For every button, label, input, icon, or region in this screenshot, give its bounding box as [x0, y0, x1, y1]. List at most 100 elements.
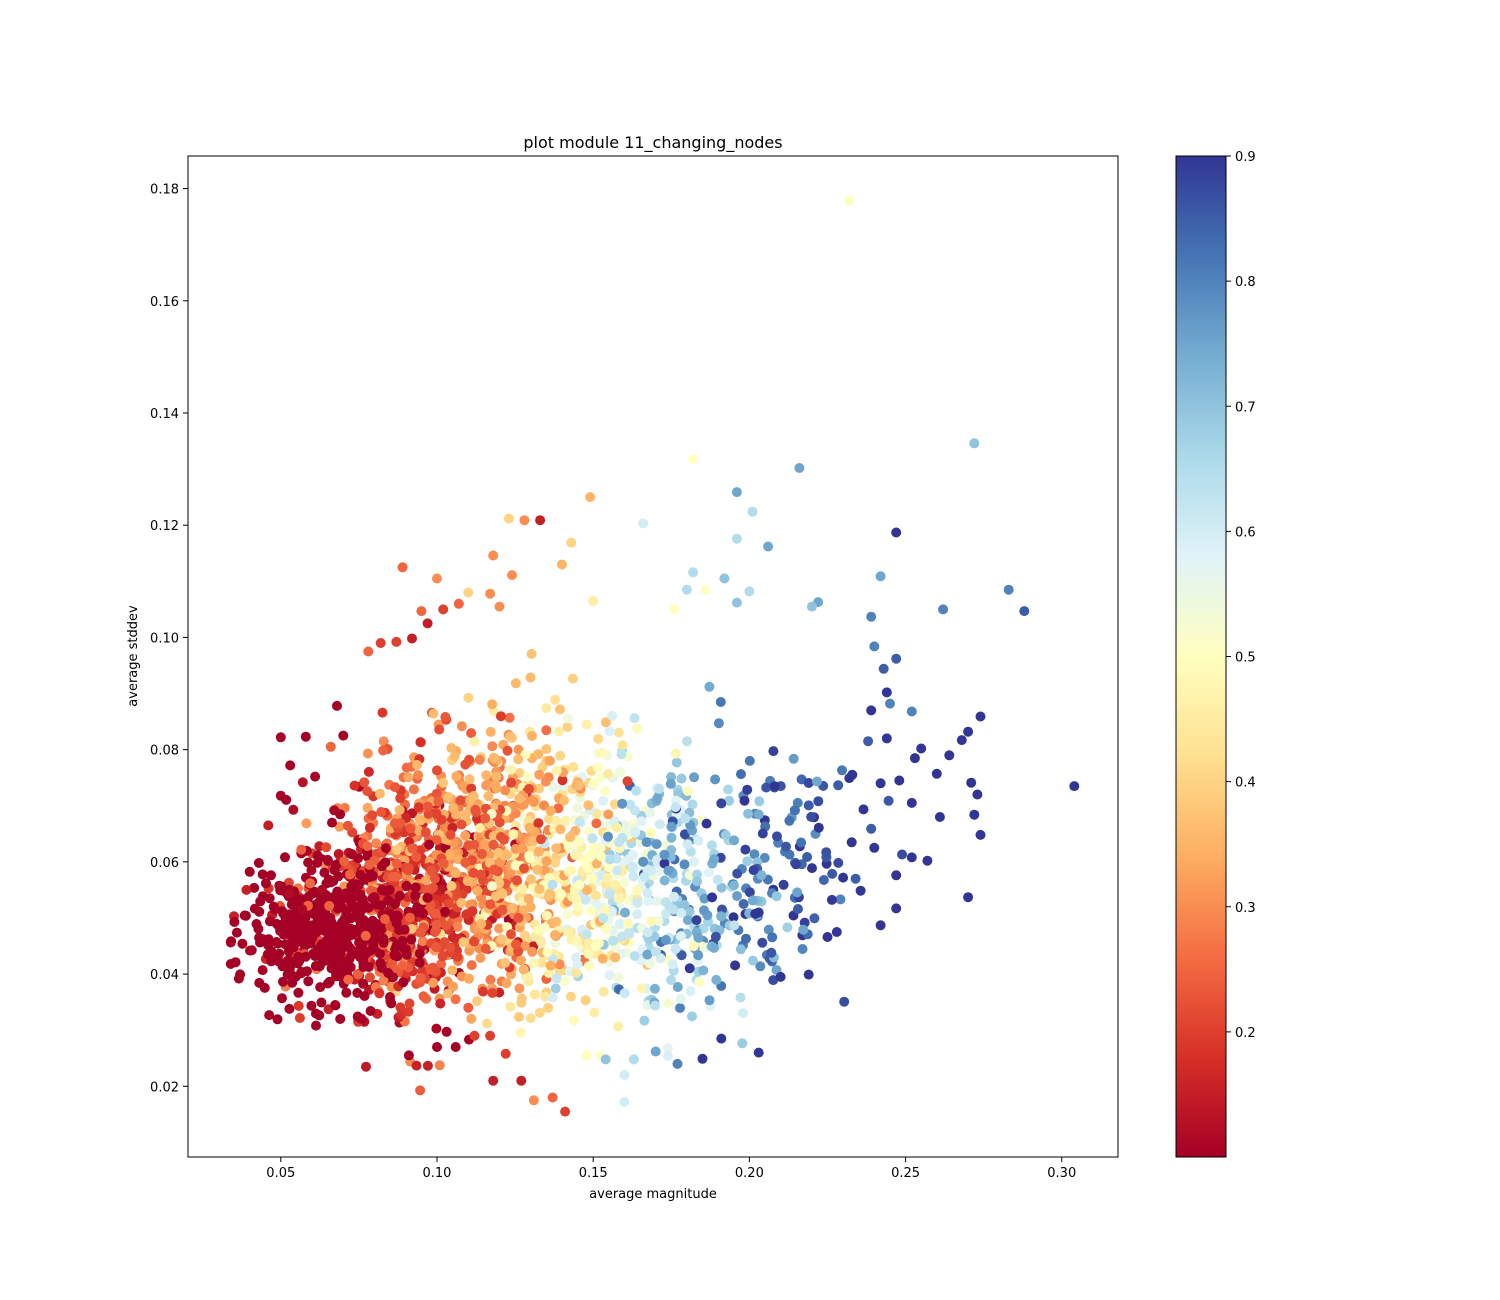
scatter-point — [519, 863, 529, 874]
scatter-point — [415, 737, 426, 748]
scatter-point — [443, 898, 454, 909]
scatter-point — [551, 843, 562, 854]
scatter-point — [813, 822, 824, 833]
scatter-point — [488, 752, 499, 763]
scatter-point — [559, 795, 570, 806]
scatter-point — [602, 872, 613, 883]
scatter-point — [685, 986, 696, 997]
scatter-point — [365, 945, 376, 956]
scatter-point — [869, 641, 880, 652]
scatter-point — [628, 1054, 639, 1065]
scatter-point — [452, 921, 463, 932]
scatter-point — [715, 697, 726, 707]
scatter-point — [581, 719, 592, 730]
scatter-point — [438, 777, 449, 788]
scatter-point — [572, 803, 583, 813]
scatter-point — [580, 894, 591, 905]
scatter-point — [654, 819, 665, 830]
scatter-point — [688, 856, 699, 867]
colorbar-ticks: 0.2 0.3 0.4 0.5 0.6 0.7 0.8 0.9 — [1226, 150, 1256, 1041]
scatter-point — [839, 996, 850, 1007]
scatter-point — [260, 878, 271, 889]
scatter-point — [565, 991, 576, 1002]
scatter-point — [585, 905, 596, 916]
scatter-point — [272, 1014, 283, 1025]
scatter-point — [631, 785, 642, 796]
scatter-point — [739, 795, 750, 806]
scatter-point — [707, 892, 718, 903]
scatter-point — [572, 936, 582, 947]
scatter-point — [391, 636, 402, 647]
x-axis: 0.05 0.10 0.15 0.20 0.25 0.30 — [266, 1157, 1076, 1181]
scatter-point — [788, 753, 799, 764]
scatter-point — [517, 843, 527, 854]
scatter-point — [525, 853, 535, 864]
scatter-point — [378, 937, 389, 948]
scatter-point — [609, 799, 620, 810]
scatter-point — [416, 606, 427, 617]
scatter-point — [581, 1050, 592, 1061]
scatter-point — [494, 601, 505, 612]
scatter-point — [598, 986, 609, 997]
scatter-point — [608, 935, 619, 946]
scatter-point — [467, 906, 478, 917]
scatter-point — [600, 717, 611, 728]
scatter-point — [738, 1008, 749, 1019]
scatter-point — [669, 891, 679, 902]
scatter-point — [449, 751, 460, 762]
scatter-point — [617, 798, 628, 809]
scatter-point — [598, 913, 609, 924]
scatter-point — [704, 995, 715, 1006]
scatter-point — [666, 975, 676, 985]
scatter-point — [636, 983, 647, 994]
scatter-point — [588, 778, 599, 789]
scatter-point — [775, 971, 786, 982]
scatter-point — [753, 809, 764, 820]
scatter-point — [665, 778, 676, 789]
scatter-point — [326, 876, 336, 887]
scatter-point — [563, 841, 574, 852]
scatter-point — [737, 1038, 748, 1049]
scatter-point — [506, 929, 516, 940]
scatter-point — [448, 802, 459, 813]
y-tick-label: 0.06 — [150, 856, 179, 871]
scatter-point — [595, 851, 606, 862]
scatter-point — [623, 918, 633, 929]
x-tick-label: 0.10 — [423, 1166, 452, 1181]
scatter-point — [300, 731, 311, 742]
scatter-point — [536, 834, 546, 845]
scatter-point — [818, 875, 829, 885]
scatter-point — [358, 957, 369, 968]
scatter-point — [747, 895, 758, 906]
scatter-point — [664, 901, 675, 912]
scatter-point — [743, 808, 754, 819]
scatter-point — [615, 767, 626, 777]
scatter-point — [604, 888, 615, 899]
scatter-point — [466, 783, 477, 794]
scatter-point — [679, 859, 690, 870]
scatter-point — [293, 1000, 304, 1011]
scatter-point — [314, 1010, 325, 1021]
scatter-point — [315, 982, 326, 993]
scatter-point — [362, 748, 373, 759]
scatter-point — [395, 1002, 406, 1013]
scatter-point — [376, 807, 387, 817]
scatter-point — [614, 918, 625, 929]
scatter-point — [554, 704, 565, 715]
scatter-point — [583, 800, 594, 811]
scatter-point — [297, 904, 308, 915]
scatter-point — [525, 1013, 536, 1024]
scatter-point — [878, 663, 889, 674]
scatter-point — [413, 802, 424, 813]
scatter-point — [676, 908, 687, 918]
scatter-point — [407, 843, 418, 854]
scatter-point — [381, 886, 392, 897]
scatter-point — [533, 818, 544, 829]
scatter-point — [526, 648, 537, 659]
scatter-point — [507, 570, 517, 581]
scatter-point — [573, 780, 584, 791]
scatter-point — [525, 794, 536, 805]
y-axis-label: average stddev — [126, 605, 141, 707]
scatter-point — [641, 837, 652, 848]
scatter-point — [388, 972, 398, 983]
